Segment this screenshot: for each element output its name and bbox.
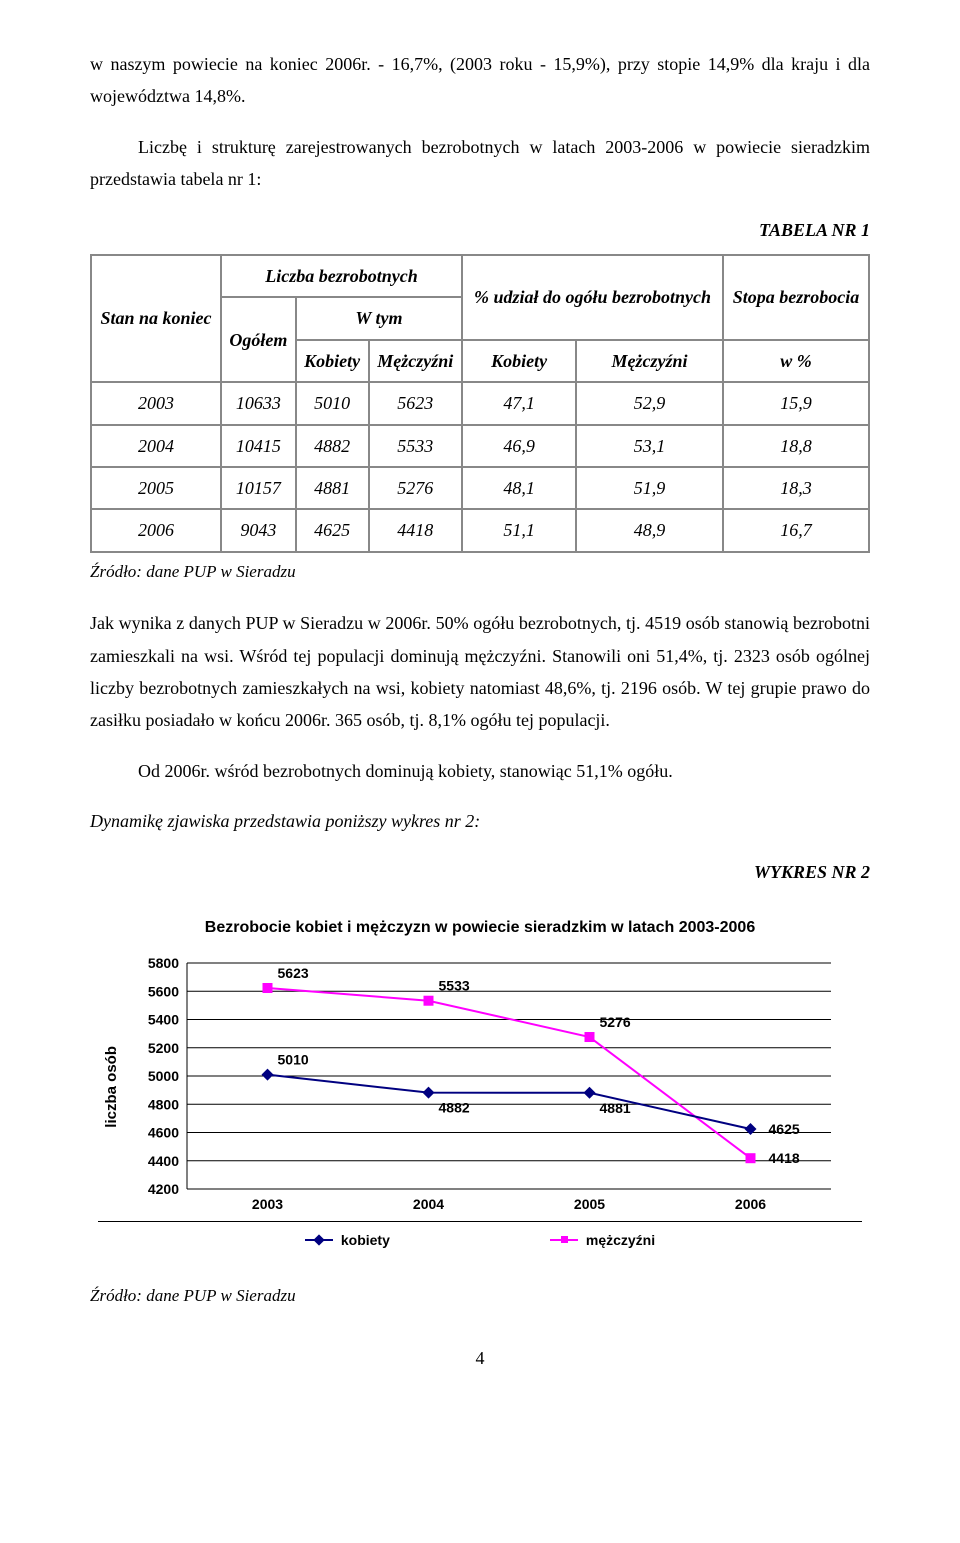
svg-text:4625: 4625 [769, 1121, 800, 1137]
paragraph-body-1: Jak wynika z danych PUP w Sieradzu w 200… [90, 607, 870, 737]
th-wtym: W tym [296, 297, 462, 339]
paragraph-chart-intro: Dynamikę zjawiska przedstawia poniższy w… [90, 805, 870, 837]
legend-label: mężczyźni [586, 1228, 655, 1253]
page-number: 4 [90, 1342, 870, 1374]
svg-text:4600: 4600 [148, 1124, 179, 1140]
unemployment-table: Stan na koniec Liczba bezrobotnych % udz… [90, 254, 870, 553]
th-wpct: w % [723, 340, 869, 382]
paragraph-table-intro: Liczbę i strukturę zarejestrowanych bezr… [90, 131, 870, 196]
svg-text:2004: 2004 [413, 1196, 444, 1212]
table-row: 2005 10157 4881 5276 48,1 51,9 18,3 [91, 467, 869, 509]
cell-val: 4625 [296, 509, 369, 551]
cell-val: 48,9 [576, 509, 723, 551]
svg-text:2006: 2006 [735, 1196, 766, 1212]
th-mezczyzni-2: Mężczyźni [576, 340, 723, 382]
th-ogolem: Ogółem [221, 297, 296, 382]
chart-title: Bezrobocie kobiet i mężczyzn w powiecie … [98, 914, 862, 943]
svg-text:2005: 2005 [574, 1196, 605, 1212]
chart-source: Źródło: dane PUP w Sieradzu [90, 1281, 870, 1312]
svg-text:5010: 5010 [278, 1051, 309, 1067]
legend-label: kobiety [341, 1228, 390, 1253]
cell-val: 5533 [369, 425, 463, 467]
svg-text:4200: 4200 [148, 1181, 179, 1197]
svg-text:5623: 5623 [278, 965, 309, 981]
svg-text:5800: 5800 [148, 957, 179, 971]
th-mezczyzni-1: Mężczyźni [369, 340, 463, 382]
cell-val: 48,1 [462, 467, 576, 509]
table-source: Źródło: dane PUP w Sieradzu [90, 557, 870, 588]
cell-val: 18,8 [723, 425, 869, 467]
th-kobiety-1: Kobiety [296, 340, 369, 382]
svg-text:5533: 5533 [439, 978, 470, 994]
svg-text:4881: 4881 [600, 1100, 631, 1116]
cell-val: 9043 [221, 509, 296, 551]
cell-val: 10415 [221, 425, 296, 467]
chart-container: Bezrobocie kobiet i mężczyzn w powiecie … [90, 898, 870, 1267]
th-stan: Stan na koniec [91, 255, 221, 382]
th-kobiety-2: Kobiety [462, 340, 576, 382]
svg-text:5600: 5600 [148, 983, 179, 999]
cell-val: 5276 [369, 467, 463, 509]
table-row: 2003 10633 5010 5623 47,1 52,9 15,9 [91, 382, 869, 424]
legend-mezczyzni: mężczyźni [550, 1228, 655, 1253]
cell-val: 46,9 [462, 425, 576, 467]
svg-text:4882: 4882 [439, 1099, 470, 1115]
paragraph-intro: w naszym powiecie na koniec 2006r. - 16,… [90, 48, 870, 113]
table-row: 2006 9043 4625 4418 51,1 48,9 16,7 [91, 509, 869, 551]
cell-val: 51,1 [462, 509, 576, 551]
svg-text:5400: 5400 [148, 1011, 179, 1027]
cell-val: 16,7 [723, 509, 869, 551]
chart-ylabel: liczba osób [98, 1046, 125, 1128]
cell-val: 4881 [296, 467, 369, 509]
cell-val: 51,9 [576, 467, 723, 509]
table-caption: TABELA NR 1 [90, 214, 870, 246]
th-udzial: % udział do ogółu bezrobotnych [462, 255, 723, 340]
paragraph-body-2: Od 2006r. wśród bezrobotnych dominują ko… [90, 755, 870, 787]
line-chart: 4200 4400 4600 4800 5000 5200 5400 5600 5800 2003… [131, 957, 851, 1217]
cell-val: 4882 [296, 425, 369, 467]
diamond-icon [305, 1239, 333, 1241]
legend-kobiety: kobiety [305, 1228, 390, 1253]
th-stopa: Stopa bezrobocia [723, 255, 869, 340]
chart-legend: kobiety mężczyźni [98, 1221, 862, 1259]
svg-text:4418: 4418 [769, 1150, 800, 1166]
cell-year: 2005 [91, 467, 221, 509]
svg-text:5000: 5000 [148, 1068, 179, 1084]
cell-val: 10633 [221, 382, 296, 424]
svg-text:5276: 5276 [600, 1014, 631, 1030]
cell-val: 53,1 [576, 425, 723, 467]
cell-year: 2004 [91, 425, 221, 467]
cell-year: 2006 [91, 509, 221, 551]
svg-text:4800: 4800 [148, 1096, 179, 1112]
th-liczba: Liczba bezrobotnych [221, 255, 462, 297]
cell-val: 10157 [221, 467, 296, 509]
cell-val: 15,9 [723, 382, 869, 424]
cell-year: 2003 [91, 382, 221, 424]
chart-caption: WYKRES NR 2 [90, 856, 870, 888]
svg-text:4400: 4400 [148, 1153, 179, 1169]
cell-val: 5010 [296, 382, 369, 424]
cell-val: 47,1 [462, 382, 576, 424]
cell-val: 5623 [369, 382, 463, 424]
svg-text:5200: 5200 [148, 1040, 179, 1056]
cell-val: 4418 [369, 509, 463, 551]
svg-text:2003: 2003 [252, 1196, 283, 1212]
table-row: 2004 10415 4882 5533 46,9 53,1 18,8 [91, 425, 869, 467]
cell-val: 18,3 [723, 467, 869, 509]
cell-val: 52,9 [576, 382, 723, 424]
square-icon [550, 1239, 578, 1241]
